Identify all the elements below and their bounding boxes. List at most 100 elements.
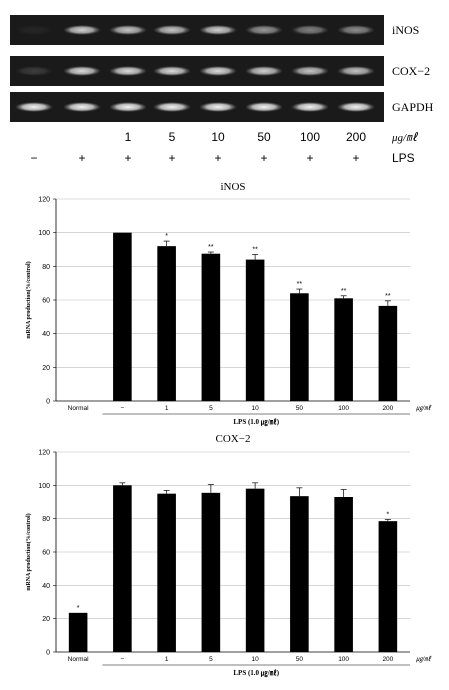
y-tick-label: 100 <box>38 483 50 490</box>
bar-5 <box>201 492 221 652</box>
y-axis-label: mRNA production(%/control) <box>25 513 32 590</box>
lps-label: LPS <box>392 151 415 165</box>
bar-Normal <box>68 612 88 652</box>
category-label: 5 <box>209 656 213 663</box>
concentration-label: 100 <box>300 130 320 144</box>
bar-− <box>113 232 132 401</box>
gel-band <box>337 102 375 112</box>
inos-bar-chart: iNOS 0 20 40 60 80 100 120 Normal − * 1 ** 5 ** 10 ** 50 *… <box>25 181 432 427</box>
gel-band <box>291 25 329 35</box>
y-tick-label: 80 <box>42 516 50 523</box>
y-tick-label: 120 <box>38 450 50 457</box>
bar-200 <box>378 521 398 652</box>
significance-marker: ** <box>252 247 258 254</box>
gel-band <box>109 102 147 112</box>
concentration-unit: μg/㎖ <box>391 132 419 144</box>
gel-electrophoresis-panel: iNOS COX−2 GAPDH 1 5 10 50 100 200 μg/㎖ − + + + + + + + LP… <box>10 15 434 165</box>
category-label: 10 <box>252 405 260 412</box>
category-label: 100 <box>338 656 349 663</box>
x-axis-label: LPS (1.0 ㎍/㎖) <box>233 668 279 678</box>
gel-band <box>245 66 283 76</box>
bar-10 <box>245 259 265 401</box>
significance-marker: ** <box>297 281 303 288</box>
bar-1 <box>157 493 176 652</box>
gel-band <box>153 25 191 35</box>
concentration-label: 10 <box>211 130 225 144</box>
y-tick-label: 40 <box>42 331 50 338</box>
gel-band <box>245 102 283 112</box>
gel-row-label: COX−2 <box>392 64 430 78</box>
y-axis-label: mRNA production(%/control) <box>25 261 32 338</box>
chart-title: iNOS <box>220 181 245 193</box>
significance-marker: ** <box>385 293 391 300</box>
y-tick-label: 0 <box>46 399 50 406</box>
gel-band <box>63 66 101 76</box>
gel-band <box>63 102 101 112</box>
gel-band <box>153 102 191 112</box>
category-label: 5 <box>209 405 213 412</box>
bar-100 <box>334 497 353 652</box>
x-unit-label: ㎍/㎖ <box>416 655 432 663</box>
x-unit-label: ㎍/㎖ <box>416 404 432 412</box>
lps-sign: + <box>306 151 313 165</box>
lps-sign: + <box>78 151 85 165</box>
concentration-label: 50 <box>257 130 271 144</box>
concentration-label: 1 <box>125 130 132 144</box>
gel-band <box>337 25 375 35</box>
category-label: 100 <box>338 405 349 412</box>
lps-sign: + <box>214 151 221 165</box>
lps-sign: + <box>352 151 359 165</box>
y-tick-label: 100 <box>38 230 50 237</box>
category-label: 200 <box>382 656 393 663</box>
category-label: 1 <box>165 405 169 412</box>
bar-200 <box>378 305 398 401</box>
bar-50 <box>290 496 309 652</box>
cox2-bar-chart: COX−2 0 20 40 60 80 100 120 * Normal − 1 5 10 50 100 * 20… <box>25 433 432 678</box>
gel-band <box>153 66 191 76</box>
gel-band <box>291 66 329 76</box>
gel-band <box>15 25 53 35</box>
lps-sign: + <box>124 151 131 165</box>
category-label: 200 <box>382 405 393 412</box>
category-label: 1 <box>165 656 169 663</box>
gel-band <box>109 66 147 76</box>
bar-50 <box>290 293 309 401</box>
significance-marker: * <box>165 233 168 240</box>
significance-marker: * <box>387 512 390 519</box>
gel-band <box>109 25 147 35</box>
y-tick-label: 40 <box>42 583 50 590</box>
bar-100 <box>334 298 353 401</box>
concentration-label: 5 <box>169 130 176 144</box>
gel-row-label: iNOS <box>392 23 419 37</box>
concentration-label: 200 <box>346 130 366 144</box>
bar-− <box>113 485 132 652</box>
chart-title: COX−2 <box>216 433 251 445</box>
gel-band <box>245 25 283 35</box>
lps-sign: + <box>168 151 175 165</box>
category-label: − <box>120 405 124 412</box>
category-label: Normal <box>68 405 90 412</box>
x-axis-label: LPS (1.0 ㎍/㎖) <box>233 417 279 427</box>
significance-marker: ** <box>341 288 347 295</box>
y-tick-label: 60 <box>42 298 50 305</box>
y-tick-label: 120 <box>38 197 50 204</box>
gel-row-label: GAPDH <box>392 100 434 114</box>
category-label: 50 <box>296 656 304 663</box>
gel-band <box>199 66 237 76</box>
gel-band <box>337 66 375 76</box>
category-label: 50 <box>296 405 304 412</box>
bar-1 <box>157 246 176 401</box>
y-tick-label: 60 <box>42 550 50 557</box>
y-tick-label: 20 <box>42 616 50 623</box>
gel-band <box>15 102 53 112</box>
category-label: Normal <box>68 656 90 663</box>
gel-band <box>199 25 237 35</box>
gel-band <box>291 102 329 112</box>
significance-marker: * <box>77 605 80 612</box>
category-label: 10 <box>252 656 260 663</box>
bar-5 <box>201 253 221 401</box>
gel-band <box>199 102 237 112</box>
lps-sign: + <box>260 151 267 165</box>
lps-sign: − <box>30 151 37 165</box>
